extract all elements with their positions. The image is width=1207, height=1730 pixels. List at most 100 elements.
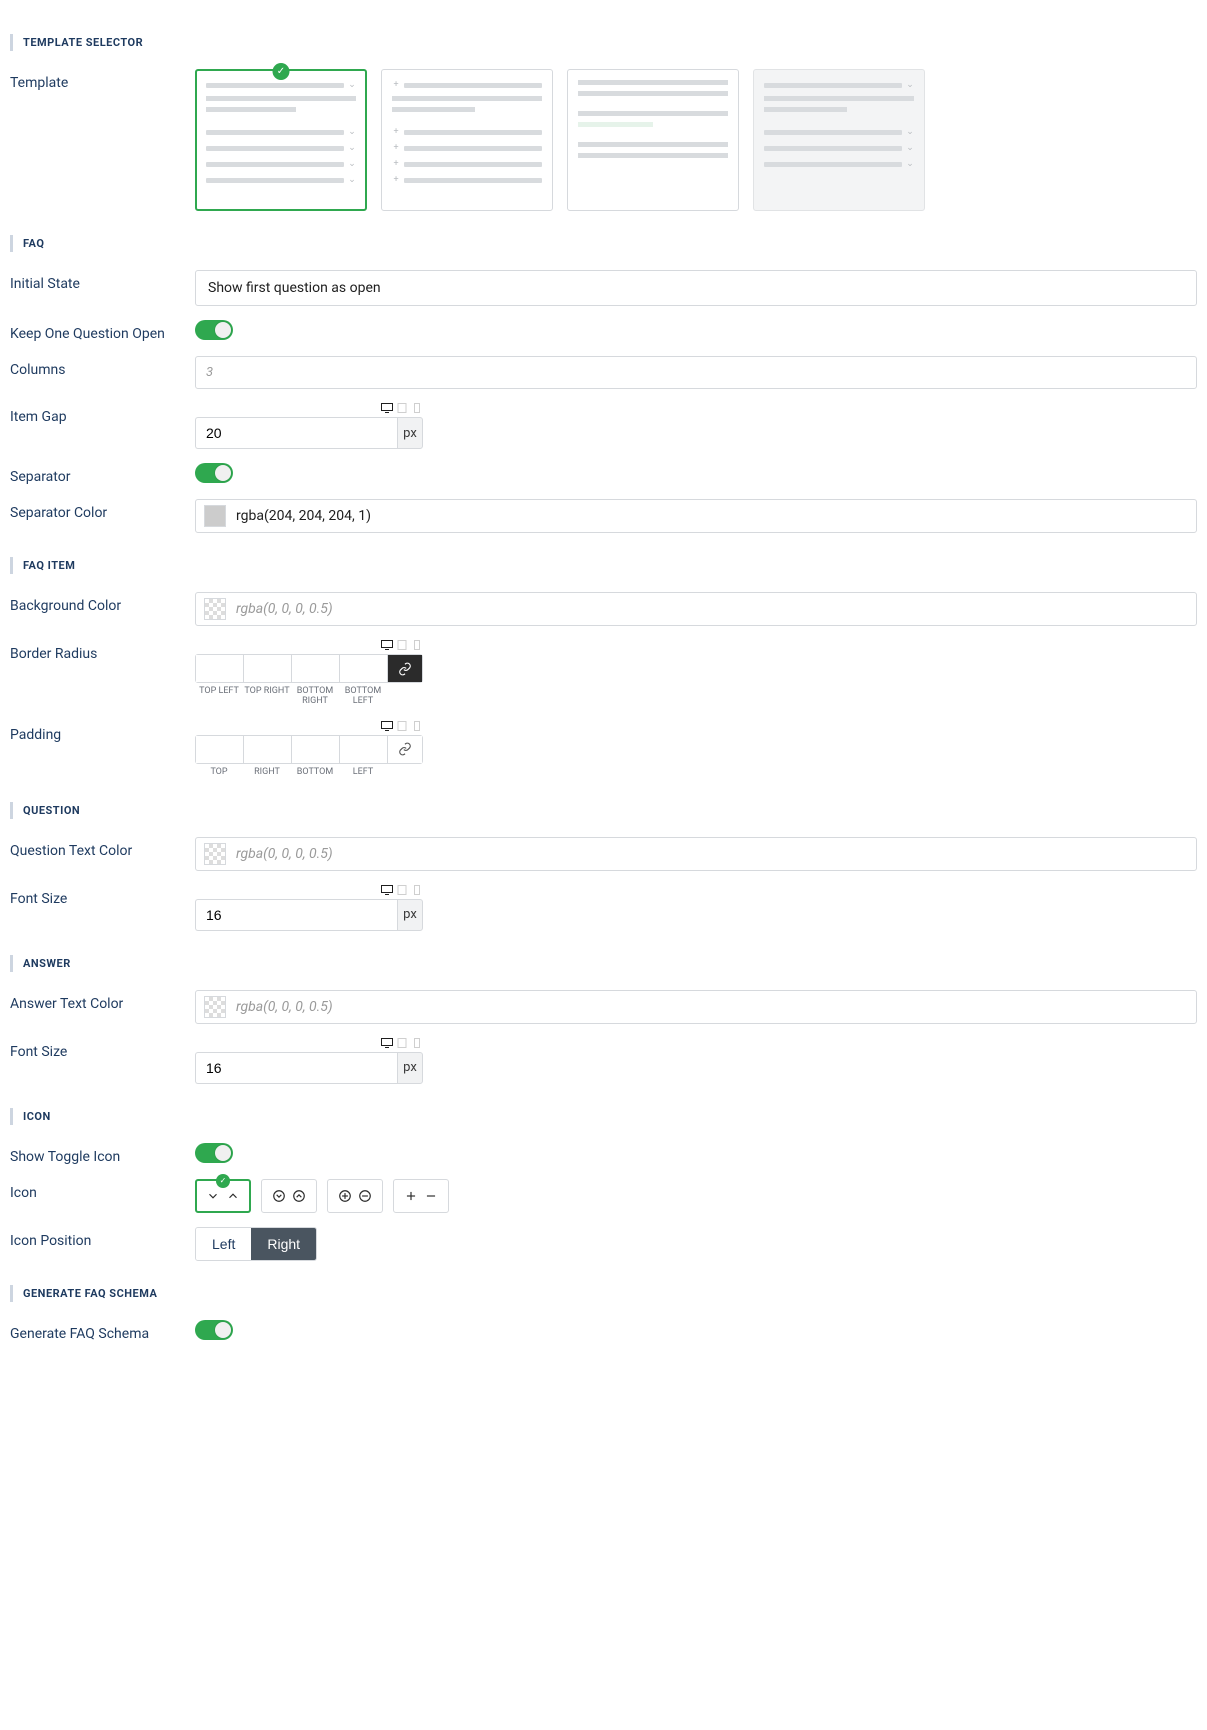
tablet-icon[interactable] <box>396 885 408 895</box>
color-swatch <box>204 996 226 1018</box>
mobile-icon[interactable] <box>411 1038 423 1048</box>
columns-input[interactable]: 3 <box>195 356 1197 389</box>
label-keep-one-open: Keep One Question Open <box>10 320 195 342</box>
section-faq: FAQ <box>10 235 1197 252</box>
mobile-icon[interactable] <box>411 721 423 731</box>
chevron-up-circle-icon <box>292 1189 306 1203</box>
icon-option-chevron[interactable]: ✓ <box>195 1179 251 1213</box>
template-grid: ✓ ⌄ ⌄ ⌄ ⌄ ⌄ + + + + + <box>195 69 1197 211</box>
template-option-2[interactable]: + + + + + <box>381 69 553 211</box>
chevron-down-icon <box>206 1189 220 1203</box>
border-radius-inputs <box>195 654 423 683</box>
label-background-color: Background Color <box>10 592 195 614</box>
show-toggle-icon-toggle[interactable] <box>195 1143 233 1163</box>
color-placeholder: rgba(0, 0, 0, 0.5) <box>236 846 333 862</box>
check-icon: ✓ <box>273 63 290 80</box>
padding-labels: TOP RIGHT BOTTOM LEFT <box>195 768 423 778</box>
label-answer-font-size: Font Size <box>10 1038 195 1060</box>
answer-text-color-field[interactable]: rgba(0, 0, 0, 0.5) <box>195 990 1197 1024</box>
color-placeholder: rgba(0, 0, 0, 0.5) <box>236 601 333 617</box>
separator-toggle[interactable] <box>195 463 233 483</box>
section-answer: ANSWER <box>10 955 1197 972</box>
keep-one-open-toggle[interactable] <box>195 320 233 340</box>
question-font-size-unit[interactable]: px <box>397 899 423 931</box>
section-icon: ICON <box>10 1108 1197 1125</box>
label-show-toggle-icon: Show Toggle Icon <box>10 1143 195 1165</box>
tablet-icon[interactable] <box>396 721 408 731</box>
plus-circle-icon <box>338 1189 352 1203</box>
border-radius-bottom-left[interactable] <box>340 655 388 682</box>
template-option-3[interactable] <box>567 69 739 211</box>
icon-choices: ✓ <box>195 1179 1197 1213</box>
label-padding: Padding <box>10 721 195 743</box>
desktop-icon[interactable] <box>381 403 393 413</box>
responsive-icons <box>195 640 423 650</box>
link-icon[interactable] <box>388 655 422 682</box>
minus-icon <box>424 1189 438 1203</box>
mobile-icon[interactable] <box>411 640 423 650</box>
label-separator-color: Separator Color <box>10 499 195 521</box>
chevron-up-icon <box>226 1189 240 1203</box>
responsive-icons <box>195 403 423 413</box>
separator-color-field[interactable]: rgba(204, 204, 204, 1) <box>195 499 1197 533</box>
responsive-icons <box>195 721 423 731</box>
plus-icon <box>404 1189 418 1203</box>
background-color-field[interactable]: rgba(0, 0, 0, 0.5) <box>195 592 1197 626</box>
section-template-selector: TEMPLATE SELECTOR <box>10 34 1197 51</box>
label-item-gap: Item Gap <box>10 403 195 425</box>
desktop-icon[interactable] <box>381 721 393 731</box>
label-template: Template <box>10 69 195 91</box>
question-font-size-input[interactable] <box>195 899 397 931</box>
color-value: rgba(204, 204, 204, 1) <box>236 508 371 524</box>
tablet-icon[interactable] <box>396 640 408 650</box>
tablet-icon[interactable] <box>396 403 408 413</box>
answer-font-size-unit[interactable]: px <box>397 1052 423 1084</box>
template-option-4[interactable]: ⌄ ⌄ ⌄ ⌄ <box>753 69 925 211</box>
section-faq-item: FAQ ITEM <box>10 557 1197 574</box>
label-answer-text-color: Answer Text Color <box>10 990 195 1012</box>
answer-font-size-input[interactable] <box>195 1052 397 1084</box>
padding-top[interactable] <box>196 736 244 763</box>
generate-faq-schema-toggle[interactable] <box>195 1320 233 1340</box>
section-generate-schema: GENERATE FAQ SCHEMA <box>10 1285 1197 1302</box>
padding-right[interactable] <box>244 736 292 763</box>
border-radius-bottom-right[interactable] <box>292 655 340 682</box>
desktop-icon[interactable] <box>381 1038 393 1048</box>
desktop-icon[interactable] <box>381 640 393 650</box>
label-icon: Icon <box>10 1179 195 1201</box>
label-border-radius: Border Radius <box>10 640 195 662</box>
color-placeholder: rgba(0, 0, 0, 0.5) <box>236 999 333 1015</box>
icon-position-right[interactable]: Right <box>251 1228 316 1260</box>
question-text-color-field[interactable]: rgba(0, 0, 0, 0.5) <box>195 837 1197 871</box>
label-generate-faq-schema: Generate FAQ Schema <box>10 1320 195 1342</box>
icon-option-chevron-circle[interactable] <box>261 1179 317 1213</box>
check-icon: ✓ <box>216 1174 230 1188</box>
border-radius-top-right[interactable] <box>244 655 292 682</box>
icon-position-segmented: Left Right <box>195 1227 317 1261</box>
label-question-text-color: Question Text Color <box>10 837 195 859</box>
section-question: QUESTION <box>10 802 1197 819</box>
icon-position-left[interactable]: Left <box>196 1228 251 1260</box>
mobile-icon[interactable] <box>411 403 423 413</box>
border-radius-top-left[interactable] <box>196 655 244 682</box>
padding-inputs <box>195 735 423 764</box>
label-question-font-size: Font Size <box>10 885 195 907</box>
desktop-icon[interactable] <box>381 885 393 895</box>
link-icon[interactable] <box>388 736 422 763</box>
template-option-1[interactable]: ✓ ⌄ ⌄ ⌄ ⌄ ⌄ <box>195 69 367 211</box>
responsive-icons <box>195 1038 423 1048</box>
item-gap-input[interactable] <box>195 417 397 449</box>
icon-option-plus[interactable] <box>393 1179 449 1213</box>
chevron-down-circle-icon <box>272 1189 286 1203</box>
responsive-icons <box>195 885 423 895</box>
item-gap-unit[interactable]: px <box>397 417 423 449</box>
padding-bottom[interactable] <box>292 736 340 763</box>
icon-option-plus-circle[interactable] <box>327 1179 383 1213</box>
mobile-icon[interactable] <box>411 885 423 895</box>
tablet-icon[interactable] <box>396 1038 408 1048</box>
color-swatch <box>204 505 226 527</box>
initial-state-select[interactable]: Show first question as open <box>195 270 1197 306</box>
padding-left[interactable] <box>340 736 388 763</box>
color-swatch <box>204 598 226 620</box>
color-swatch <box>204 843 226 865</box>
